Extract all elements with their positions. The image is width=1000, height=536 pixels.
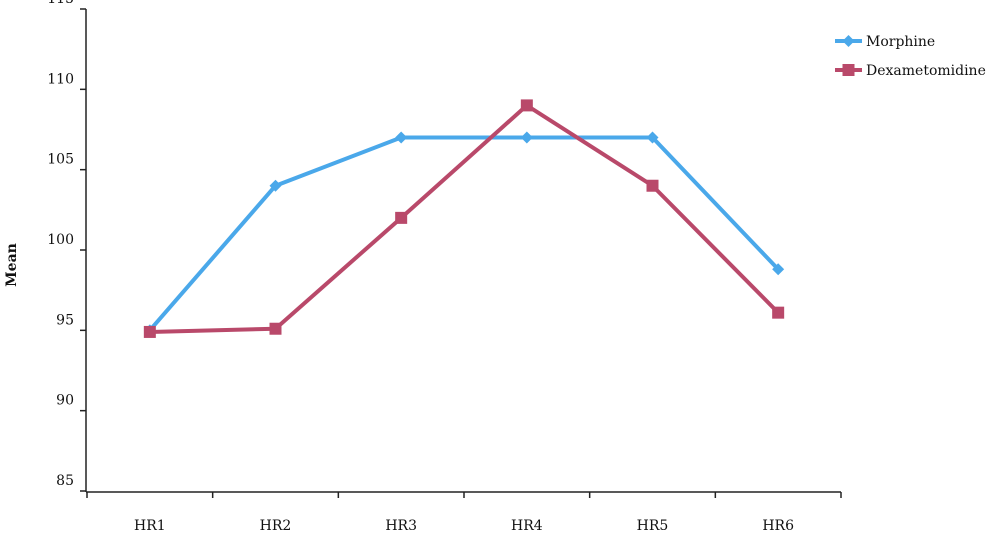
y-tick-label: 110 bbox=[47, 71, 74, 87]
data-point bbox=[520, 131, 533, 144]
x-tick-label: HR2 bbox=[260, 518, 292, 534]
y-tick-label: 95 bbox=[56, 312, 74, 328]
y-tick-label: 115 bbox=[47, 0, 74, 7]
data-point bbox=[772, 306, 785, 319]
x-tick-label: HR6 bbox=[762, 518, 794, 534]
series-line bbox=[149, 103, 780, 334]
data-point bbox=[269, 322, 282, 335]
data-point bbox=[772, 263, 785, 276]
series-line bbox=[148, 135, 780, 332]
data-point bbox=[646, 131, 659, 144]
data-point bbox=[395, 211, 408, 224]
x-tick-label: HR3 bbox=[385, 518, 417, 534]
data-point bbox=[143, 325, 156, 338]
x-tick-label: HR4 bbox=[511, 518, 543, 534]
y-tick-label: 85 bbox=[56, 473, 74, 489]
y-tick-label: 90 bbox=[56, 393, 74, 409]
data-point bbox=[395, 131, 408, 144]
y-axis-label: Mean bbox=[4, 243, 20, 287]
data-point bbox=[269, 179, 282, 192]
y-tick-label: 105 bbox=[47, 152, 74, 168]
data-point bbox=[646, 179, 659, 192]
legend-marker bbox=[842, 35, 855, 47]
x-tick-label: HR5 bbox=[637, 518, 669, 534]
x-tick-label: HR1 bbox=[134, 518, 166, 534]
legend-label: Dexametomidine bbox=[866, 63, 986, 79]
data-point bbox=[520, 99, 533, 112]
y-tick-label: 100 bbox=[47, 232, 74, 248]
legend-label: Morphine bbox=[866, 34, 935, 50]
legend-marker bbox=[842, 64, 855, 76]
